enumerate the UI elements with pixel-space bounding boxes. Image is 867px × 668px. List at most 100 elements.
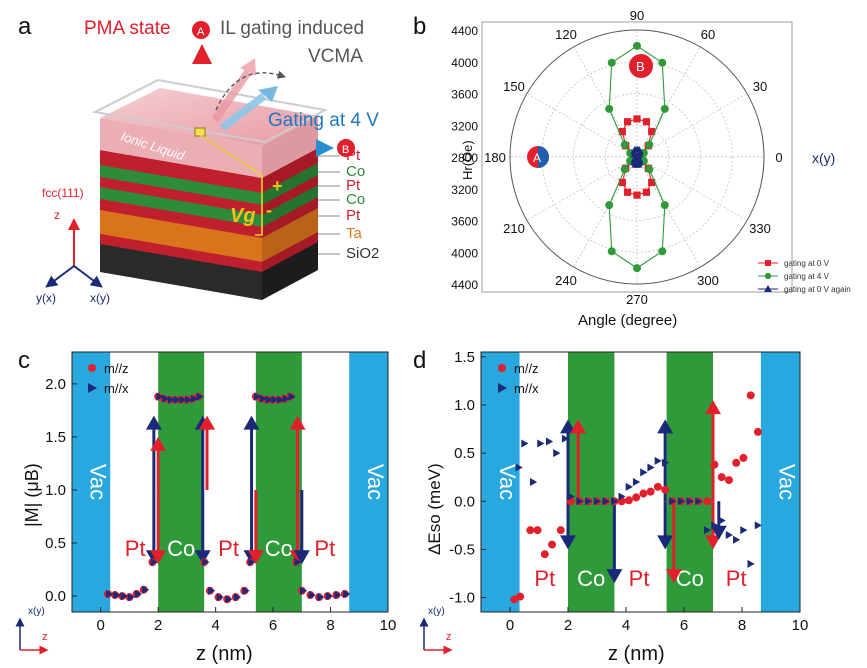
b-xlabel: Angle (degree) (578, 312, 677, 329)
d-region-label-5: Pt (726, 566, 747, 591)
d-point-0-19 (661, 485, 670, 494)
d-point-1-28 (733, 535, 741, 544)
d-point-0-16 (639, 489, 648, 498)
polar-spoke-330 (636, 156, 748, 221)
polar-point-0-19 (642, 188, 651, 196)
d-arrow-head-9 (710, 525, 727, 540)
c-arrow-head-3 (150, 550, 167, 565)
radial-ticks: 4400 4400 4000 4000 3600 3600 3200 3200 2800 (451, 24, 478, 292)
d-point-1-10 (593, 497, 601, 506)
marker-b-text: B (342, 144, 349, 156)
d-arrow-head-7 (705, 400, 721, 415)
angle-label-330: 330 (749, 221, 771, 236)
rtick-top-2800: 2800 (451, 151, 478, 165)
d-xtick-label-1: 2 (564, 617, 572, 634)
d-point-1-14 (625, 482, 633, 491)
polar-spoke-30 (636, 93, 748, 158)
d-point-0-14 (624, 496, 633, 505)
c-ytick-label-0: 0.0 (45, 588, 66, 605)
polar-point-1-20 (660, 201, 669, 210)
c-ytick-label-4: 2.0 (45, 376, 66, 393)
d-arrow-head-4 (657, 419, 674, 434)
il-gating-label: IL gating induced (220, 18, 364, 39)
polar-ring-2 (573, 93, 701, 221)
angle-label-270: 270 (626, 292, 648, 307)
c-xlabel: z (nm) (196, 643, 253, 665)
c-regions: Vac Pt Co Pt Co Pt Vac (72, 352, 388, 612)
c-region-0 (72, 352, 111, 612)
fcc-label: fcc(111) (42, 186, 84, 200)
c-point-1-32 (317, 593, 325, 602)
c-point-1-18 (225, 595, 233, 604)
rtick-bottom-3600: 3600 (451, 215, 478, 229)
d-point-1-20 (669, 497, 677, 506)
d-point-1-25 (711, 521, 719, 530)
polar-point-0-17 (623, 188, 632, 196)
c-point-1-11 (179, 395, 187, 404)
d-point-1-7 (567, 492, 575, 501)
c-point-1-9 (167, 395, 176, 404)
d-axes: 0 2 4 6 8 10 -1.0 -0.5 0.0 0.5 1.0 1.5 (449, 349, 808, 634)
d-point-0-27 (724, 476, 733, 485)
axis-z-label: z (54, 208, 60, 222)
d-region-label-2: Co (577, 566, 605, 591)
polar-point-1-5 (658, 58, 667, 67)
polar-point-0-20 (648, 178, 656, 187)
rtick-top-3200: 3200 (451, 119, 478, 133)
d-coord-axes: x(y) z (419, 606, 453, 655)
c-point-1-15 (202, 558, 210, 567)
panel-label-c: c (18, 347, 30, 374)
angle-labels: 0 30 60 90 120 150 180 210 240 270 300 330 (484, 8, 782, 307)
polar-point-0-16 (618, 178, 626, 187)
angle-label-210: 210 (503, 221, 525, 236)
c-region-label-5: Pt (314, 536, 335, 561)
polar-point-1-4 (660, 104, 669, 113)
polar-point-1-15 (620, 165, 629, 174)
d-point-1-22 (686, 497, 694, 506)
c-point-1-19 (233, 593, 242, 602)
d-point-1-27 (725, 530, 733, 539)
c-ytick-label-1: 0.5 (45, 535, 66, 552)
angle-label-300: 300 (697, 273, 719, 288)
d-point-0-2 (526, 526, 535, 535)
d-point-0-6 (556, 526, 565, 535)
layer-label-4: Pt (346, 207, 361, 224)
panel-label-a: a (18, 13, 32, 40)
c-point-1-31 (308, 591, 316, 600)
angle-label-60: 60 (701, 27, 715, 42)
d-ytick-label-1: -0.5 (449, 541, 475, 558)
polar-point-1-17 (607, 247, 616, 256)
polar-point-1-18 (633, 264, 641, 273)
d-point-1-3 (537, 439, 545, 448)
d-point-0-17 (646, 487, 655, 496)
c-point-1-14 (196, 392, 204, 401)
layer-label-5: Ta (346, 225, 363, 242)
c-ytick-label-2: 1.0 (45, 482, 66, 499)
legend-b-1: gating at 4 V (784, 272, 830, 281)
d-region-3 (760, 352, 800, 612)
polar-point-1-19 (658, 247, 667, 256)
polar-point-2-27 (633, 153, 641, 160)
c-point-1-3 (127, 593, 135, 602)
d-point-0-25 (710, 460, 719, 469)
b-marker-b-text: B (636, 59, 645, 74)
legend-c: m//z m//x (88, 361, 129, 396)
ionic-liquid-slab (100, 88, 318, 146)
d-arrow-head-1 (560, 535, 576, 550)
c-point-1-23 (259, 394, 268, 403)
coord-axes-a: fcc(111) z y(x) x(y) (36, 186, 110, 305)
legend-c-0: m//z (104, 361, 129, 376)
c-point-1-26 (277, 395, 285, 404)
c-xtick-label-3: 6 (269, 617, 277, 634)
c-xtick-label-5: 10 (380, 617, 397, 634)
d-arrow-head-6 (665, 569, 682, 584)
d-point-0-24 (703, 497, 712, 506)
c-arrow-head-2 (150, 436, 167, 451)
d-xlabel: z (nm) (608, 643, 665, 665)
tilted-arrow (219, 92, 267, 132)
polar-point-0-7 (623, 118, 632, 126)
angle-label-240: 240 (555, 273, 577, 288)
pma-state-label: PMA state (84, 18, 171, 39)
layer-label-6: SiO2 (346, 245, 379, 262)
